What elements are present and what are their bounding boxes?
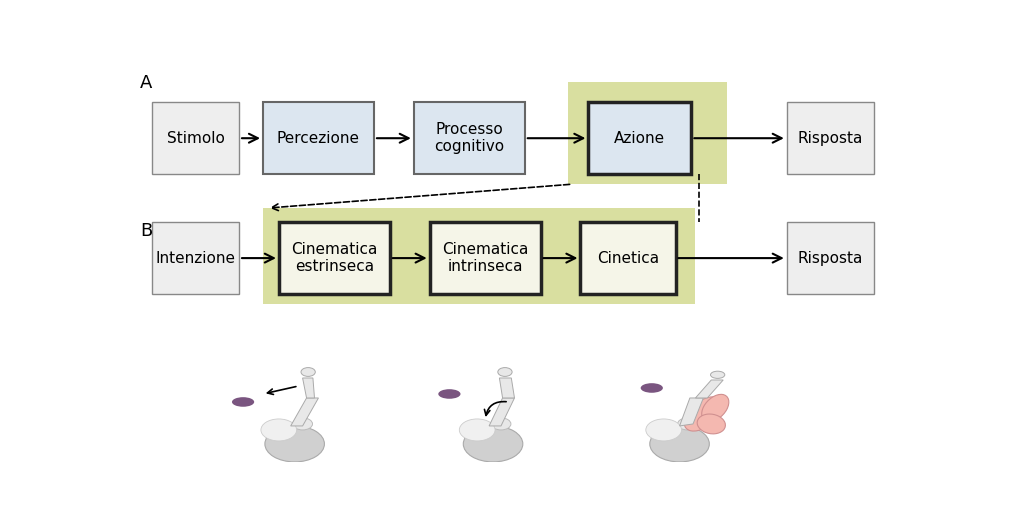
Ellipse shape [498, 367, 512, 376]
FancyBboxPatch shape [263, 208, 695, 304]
Polygon shape [489, 398, 514, 426]
Ellipse shape [265, 426, 325, 462]
Polygon shape [303, 378, 314, 398]
Ellipse shape [678, 418, 697, 430]
Text: B: B [140, 222, 153, 240]
Ellipse shape [697, 414, 725, 434]
Ellipse shape [438, 389, 461, 399]
Polygon shape [291, 398, 318, 426]
Polygon shape [500, 378, 514, 398]
Text: Azione: Azione [614, 131, 666, 146]
Ellipse shape [650, 426, 710, 462]
Text: Cinetica: Cinetica [597, 251, 659, 266]
Bar [581, 222, 676, 294]
Ellipse shape [684, 397, 723, 431]
Ellipse shape [711, 371, 725, 378]
FancyBboxPatch shape [568, 83, 727, 184]
Text: Processo
cognitivo: Processo cognitivo [434, 122, 504, 155]
Bar [786, 102, 873, 174]
Polygon shape [680, 398, 703, 426]
Bar [786, 222, 873, 294]
Bar [430, 222, 541, 294]
Ellipse shape [460, 419, 495, 441]
Ellipse shape [641, 383, 663, 393]
Text: Cinematica
estrinseca: Cinematica estrinseca [291, 242, 378, 275]
Text: Percezione: Percezione [276, 131, 360, 146]
Text: Risposta: Risposta [798, 251, 863, 266]
Text: Intenzione: Intenzione [156, 251, 236, 266]
Ellipse shape [261, 419, 297, 441]
Ellipse shape [701, 394, 729, 421]
Bar [279, 222, 390, 294]
Ellipse shape [293, 418, 312, 430]
Bar [152, 102, 240, 174]
Ellipse shape [646, 419, 682, 441]
Text: Stimolo: Stimolo [167, 131, 224, 146]
Bar [263, 102, 374, 174]
Text: Risposta: Risposta [798, 131, 863, 146]
Bar [414, 102, 524, 174]
Ellipse shape [463, 426, 523, 462]
Ellipse shape [232, 397, 254, 407]
Polygon shape [695, 380, 723, 398]
Ellipse shape [301, 367, 315, 376]
Bar [152, 222, 240, 294]
Text: Cinematica
intrinseca: Cinematica intrinseca [442, 242, 528, 275]
Bar [588, 102, 691, 174]
Ellipse shape [492, 418, 511, 430]
Text: A: A [140, 74, 153, 92]
